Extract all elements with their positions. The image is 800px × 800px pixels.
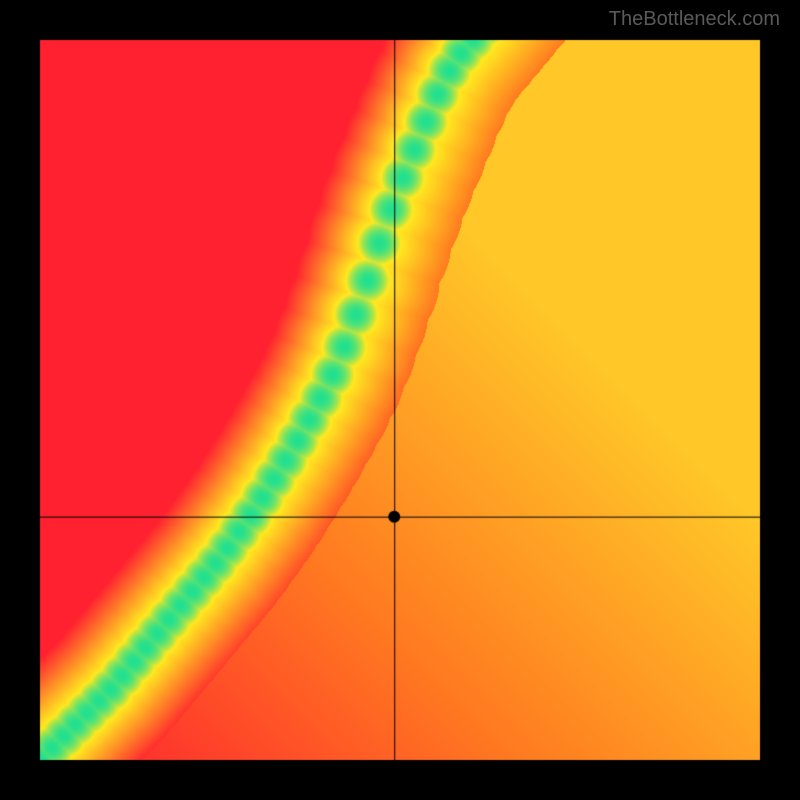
- heatmap-canvas: [0, 0, 800, 800]
- watermark-text: TheBottleneck.com: [609, 8, 780, 31]
- chart-container: TheBottleneck.com: [0, 0, 800, 800]
